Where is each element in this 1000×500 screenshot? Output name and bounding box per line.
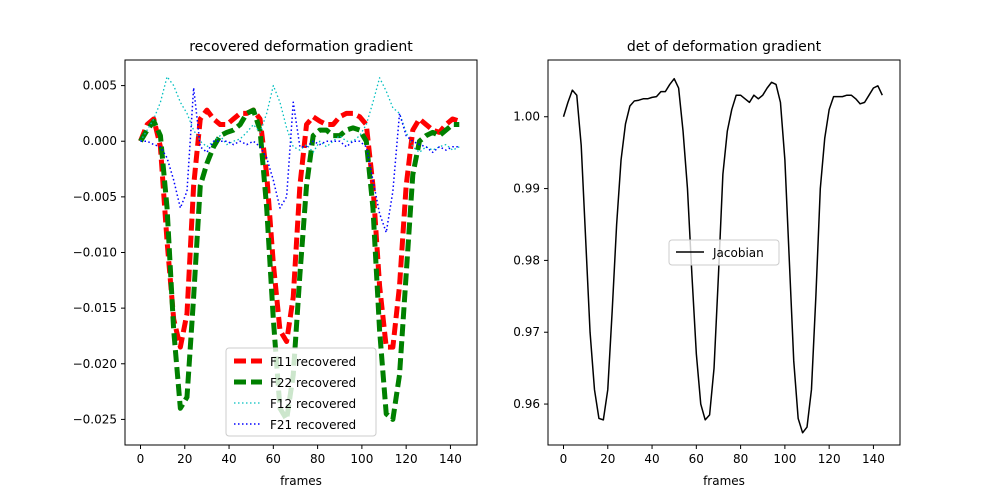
y-tick-label: 0.99 — [513, 182, 540, 196]
x-tick-label: 40 — [221, 452, 236, 466]
series-line-f21-recovered — [140, 87, 460, 234]
legend: F11 recovered F22 recovered F12 recovere… — [225, 347, 377, 437]
x-tick-label: 20 — [177, 452, 192, 466]
x-tick-label: 100 — [773, 452, 796, 466]
series-lines — [138, 76, 461, 422]
y-tick-label: −0.015 — [73, 301, 117, 315]
x-tick-label: 0 — [137, 452, 145, 466]
y-tick-label: 0.005 — [83, 79, 117, 93]
legend-label-f12: F12 recovered — [270, 397, 356, 411]
x-tick-label: 60 — [266, 452, 281, 466]
series-line-f22-recovered — [138, 107, 460, 422]
plot-area-frame — [547, 59, 901, 446]
legend-box — [668, 239, 780, 266]
legend-label-f22: F22 recovered — [270, 376, 356, 390]
x-tick-label: 80 — [733, 452, 748, 466]
series-line-f12-recovered — [139, 76, 460, 154]
y-tick-label: −0.005 — [73, 190, 117, 204]
x-tick-label: 100 — [350, 452, 373, 466]
x-axis-label: frames — [703, 474, 745, 488]
y-tick-label: −0.025 — [73, 412, 117, 426]
y-tick-label: 0.97 — [513, 325, 540, 339]
x-tick-label: 80 — [310, 452, 325, 466]
legend: Jacobian — [668, 239, 780, 266]
y-tick-label: 0.98 — [513, 253, 540, 267]
chart-title: recovered deformation gradient — [189, 39, 413, 55]
chart-det-of-deformation-gradient: det of deformation gradient frames 0 20 40… — [513, 39, 901, 488]
y-tick-label: 1.00 — [513, 110, 540, 124]
x-tick-label: 40 — [644, 452, 659, 466]
x-axis-label: frames — [280, 474, 322, 488]
series-lines — [562, 77, 883, 434]
x-tick-label: 120 — [818, 452, 841, 466]
y-tick-label: 0.96 — [513, 397, 540, 411]
x-tick-label: 140 — [439, 452, 462, 466]
x-tick-label: 0 — [560, 452, 568, 466]
x-tick-label: 60 — [689, 452, 704, 466]
x-tick-label: 140 — [862, 452, 885, 466]
legend-label-f21: F21 recovered — [270, 418, 356, 432]
chart-recovered-deformation-gradient: recovered deformation gradient frames 0 2… — [73, 39, 478, 488]
x-tick-label: 120 — [395, 452, 418, 466]
series-line-f11-recovered — [138, 107, 461, 350]
series-line-jacobian — [562, 77, 883, 434]
y-tick-label: −0.020 — [73, 357, 117, 371]
legend-label-jacobian: Jacobian — [712, 246, 764, 260]
axis-ticks: 0 20 40 60 80 100 120 140 0.005 0.000 −0.005 −0.010… — [73, 79, 462, 466]
legend-label-f11: F11 recovered — [270, 355, 356, 369]
chart-title: det of deformation gradient — [627, 39, 822, 55]
axis-ticks: 0 20 40 60 80 100 120 140 1.00 0.99 0.98 0.97 0.96 — [513, 110, 885, 466]
x-tick-label: 20 — [600, 452, 615, 466]
y-tick-label: −0.010 — [73, 246, 117, 260]
y-tick-label: 0.000 — [83, 134, 117, 148]
legend-box — [225, 347, 377, 437]
